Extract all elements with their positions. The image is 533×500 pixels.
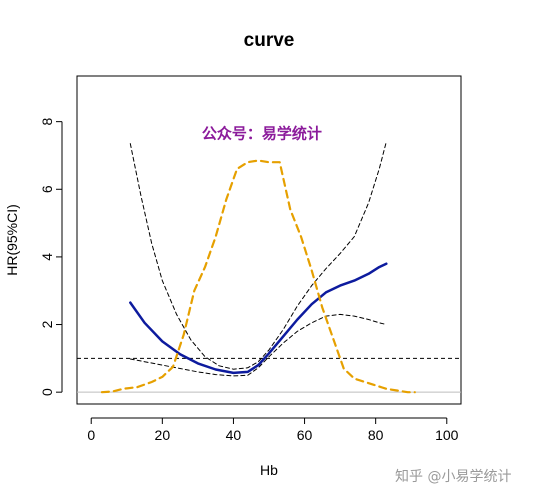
x-tick-label: 40 [226, 427, 242, 443]
hr-curve [129, 262, 388, 375]
plot-frame [76, 75, 462, 405]
plot-area [76, 75, 462, 405]
y-axis-label: HR(95%CI) [4, 204, 20, 276]
y-tick-label: 6 [39, 185, 55, 193]
y-tick-label: 0 [39, 388, 55, 396]
watermark: 知乎 @小易学统计 [395, 469, 512, 485]
chart-annotation: 公众号：易学统计 [202, 125, 322, 143]
x-tick-label: 20 [155, 427, 171, 443]
lower-ci-curve [129, 313, 387, 377]
series-layer [77, 141, 461, 394]
x-tick-label: 0 [87, 427, 95, 443]
x-tick-label: 100 [435, 427, 459, 443]
y-axis: 0 2 4 6 8 [39, 118, 63, 396]
chart-title: curve [244, 30, 295, 51]
x-tick-label: 80 [368, 427, 384, 443]
density-curve [100, 159, 416, 394]
y-tick-label: 2 [39, 320, 55, 328]
y-tick-label: 4 [39, 253, 55, 261]
y-tick-label: 8 [39, 118, 55, 126]
x-axis: 0 20 40 60 80 100 [87, 417, 459, 443]
upper-ci-curve [129, 141, 387, 370]
x-axis-label: Hb [260, 462, 278, 478]
x-tick-label: 60 [297, 427, 313, 443]
